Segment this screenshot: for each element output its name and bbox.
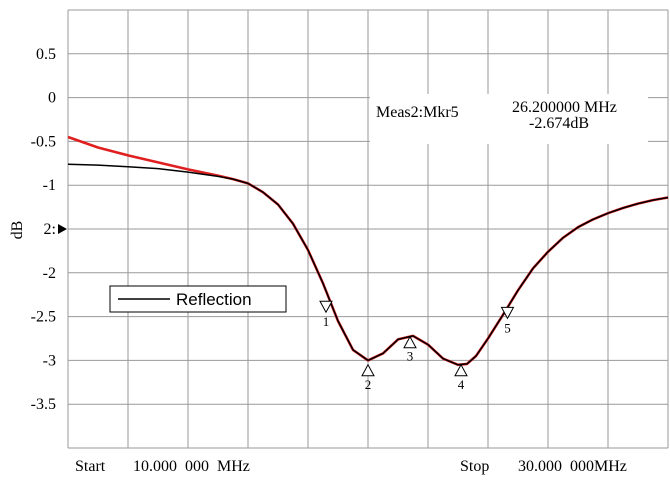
y-tick-label: -1 — [43, 177, 56, 194]
series-layer — [67, 135, 669, 367]
y-tick-label: 0 — [48, 90, 56, 107]
marker-label-4: 4 — [458, 377, 465, 392]
marker-layer: 1 2 3 4 5 — [319, 300, 515, 392]
marker-readout-name: Meas2:Mkr5 — [376, 104, 459, 121]
marker-readout: Meas2:Mkr5 26.200000 MHz -2.674dB — [370, 94, 648, 144]
y-tick-label: -2 — [43, 265, 56, 282]
start-frequency: 10.000 000 MHz — [133, 458, 250, 475]
marker-triangle-4 — [454, 363, 468, 377]
legend-entry: Reflection — [176, 290, 252, 309]
marker-label-3: 3 — [407, 349, 414, 364]
y-tick-label: 0.5 — [36, 46, 56, 63]
y-tick-label: 2: — [44, 221, 56, 238]
start-label: Start — [75, 458, 106, 475]
reflection-series-line — [67, 163, 669, 366]
marker-triangle-3 — [403, 335, 417, 349]
marker-label-1: 1 — [323, 314, 330, 329]
legend: Reflection — [109, 285, 287, 313]
marker-label-5: 5 — [504, 320, 511, 335]
marker-triangle-5 — [500, 306, 515, 320]
y-axis-label: dB — [9, 221, 26, 240]
reference-level-arrow — [58, 224, 67, 234]
y-tick-label: -0.5 — [31, 133, 56, 150]
stop-frequency: 30.000 000MHz — [518, 458, 627, 475]
marker-readout-frequency: 26.200000 MHz — [512, 99, 617, 116]
y-tick-label: -3.5 — [31, 396, 56, 413]
marker-triangle-2 — [361, 363, 375, 377]
y-tick-label: -3 — [43, 352, 56, 369]
marker-readout-value: -2.674dB — [529, 115, 589, 132]
marker-triangle-1 — [319, 300, 333, 314]
stop-label: Stop — [460, 458, 489, 475]
x-footer: Start 10.000 000 MHz Stop 30.000 000MHz — [75, 458, 627, 475]
y-tick-labels: 0.5 0 -0.5 -1 2: -2 -2.5 -3 -3.5 — [31, 46, 56, 413]
y-tick-label: -2.5 — [31, 309, 56, 326]
marker-label-2: 2 — [365, 377, 372, 392]
